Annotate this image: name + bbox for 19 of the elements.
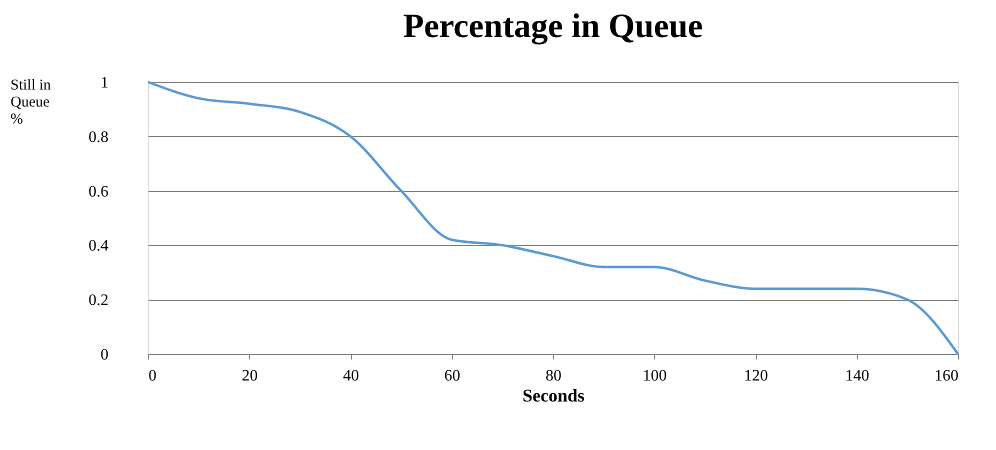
y-tick-label: 0.2 [88,292,108,310]
line-series [146,80,960,356]
y-tick-label: 0.8 [88,128,108,146]
x-tick-label: 120 [744,368,768,384]
x-tick-label: 140 [845,368,870,384]
y-tick-label: 1 [100,74,108,92]
x-axis-title: Seconds [522,386,585,406]
y-tick-label: 0 [100,346,108,364]
chart-title: Percentage in Queue [403,8,703,45]
x-tick-label: 100 [642,368,667,384]
x-tick-label: 160 [934,368,958,384]
y-axis-title: Still in Queue % [10,78,52,128]
y-tick-label: 0.6 [88,183,108,200]
x-tick-label: 80 [546,368,562,384]
x-tick-label: 40 [343,368,359,384]
y-tick-label: 0.4 [88,238,108,255]
x-tick-label: 20 [242,368,258,384]
x-tick-label: 60 [444,368,460,384]
x-tick-label: 0 [148,368,156,384]
